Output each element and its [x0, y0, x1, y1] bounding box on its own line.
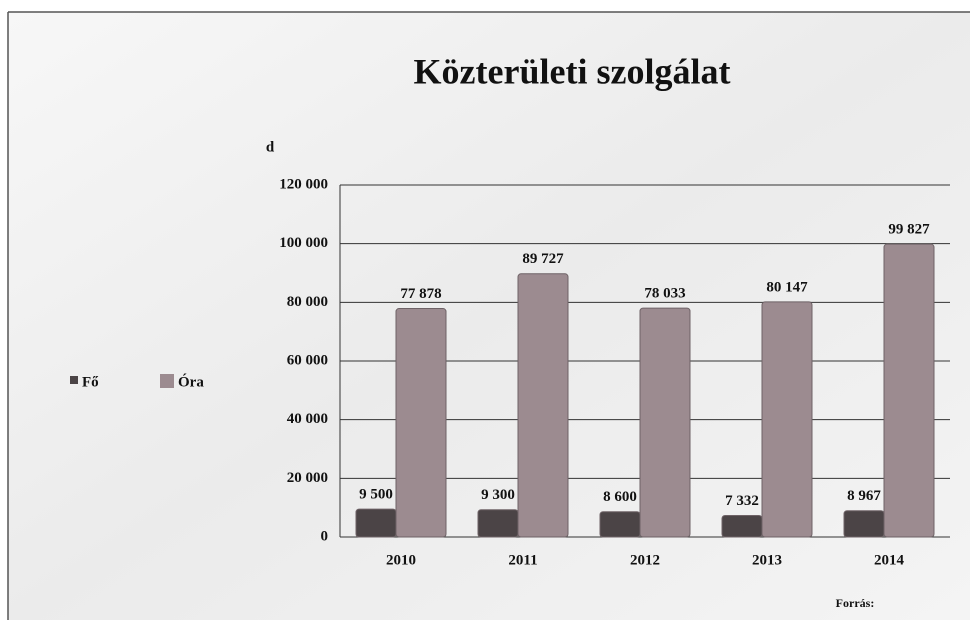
x-tick-label: 2013: [752, 552, 782, 568]
y-tick-label: 20 000: [287, 470, 328, 486]
bar: [599, 511, 641, 538]
bar: [843, 510, 885, 538]
value-label: 7 332: [725, 493, 759, 509]
value-label: 99 827: [888, 222, 930, 238]
x-tick-label: 2010: [386, 552, 416, 568]
x-tick-label: 2014: [874, 552, 905, 568]
chart-title: Közterületi szolgálat: [414, 51, 731, 91]
value-label: 9 500: [359, 487, 393, 503]
y-axis-label: d: [266, 139, 275, 155]
bar: [355, 508, 397, 538]
value-label: 78 033: [644, 286, 685, 302]
value-label: 9 300: [481, 487, 515, 503]
x-tick-label: 2012: [630, 552, 660, 568]
bar: [761, 301, 813, 538]
legend-label: Fő: [82, 374, 99, 390]
bar: [639, 307, 691, 538]
y-tick-label: 40 000: [287, 411, 328, 427]
y-tick-label: 120 000: [279, 176, 328, 192]
y-tick-label: 0: [321, 528, 329, 544]
source: Forrás:: [836, 596, 875, 610]
legend-label: Óra: [178, 373, 204, 390]
bar: [395, 308, 447, 538]
value-label: 80 147: [766, 279, 808, 295]
y-tick-label: 80 000: [287, 294, 328, 310]
bar: [477, 509, 519, 538]
y-tick-label: 100 000: [279, 235, 328, 251]
value-label: 8 967: [847, 488, 881, 504]
y-tick-label: 60 000: [287, 352, 328, 368]
value-label: 89 727: [522, 251, 564, 267]
legend-swatch: [160, 374, 174, 388]
value-label: 77 878: [400, 286, 441, 302]
bar: [721, 514, 763, 538]
legend-swatch: [70, 376, 78, 384]
bar: [517, 273, 569, 538]
value-label: 8 600: [603, 489, 637, 505]
bar: [883, 243, 935, 538]
x-tick-label: 2011: [508, 552, 537, 568]
